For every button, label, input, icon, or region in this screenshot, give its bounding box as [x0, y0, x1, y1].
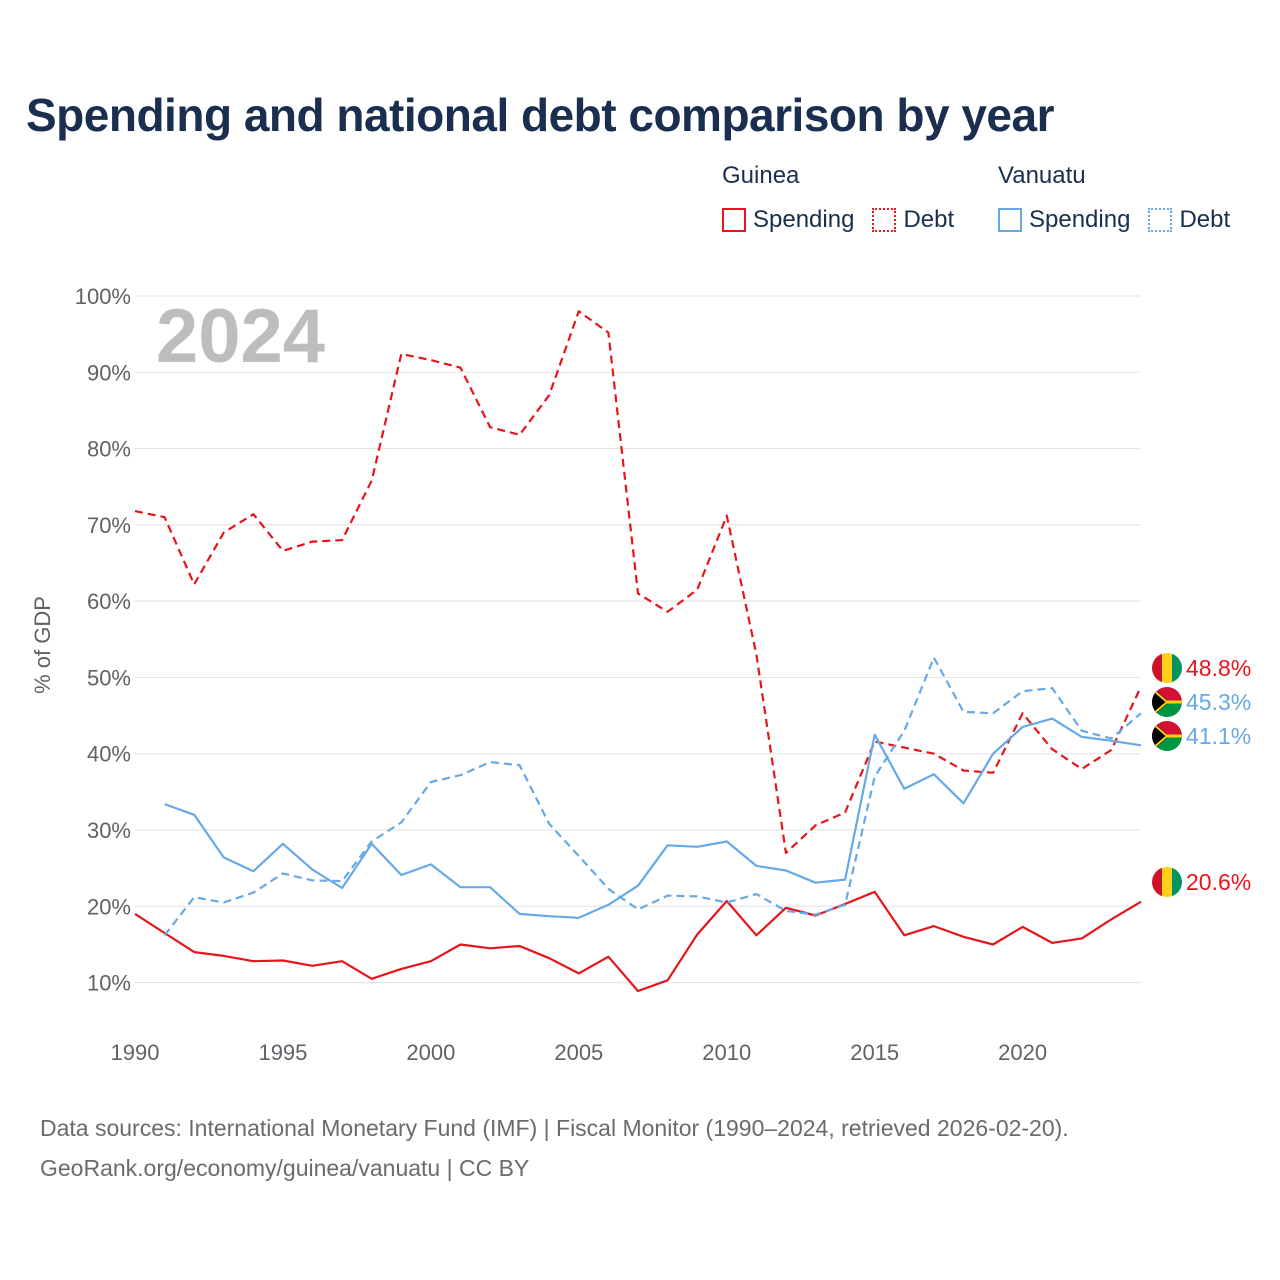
footer-attribution: GeoRank.org/economy/guinea/vanuatu | CC … — [40, 1155, 530, 1181]
vanuatu-spending-swatch — [998, 208, 1022, 232]
vanuatu-debt-swatch — [1148, 208, 1173, 232]
series-layer — [134, 310, 1142, 993]
y-tick-label: 30% — [87, 818, 131, 843]
legend-vanuatu-spending[interactable]: Spending — [998, 206, 1130, 234]
x-tick-label: 2010 — [702, 1040, 751, 1065]
guinea-spending-line — [134, 890, 1142, 993]
legend-guinea-heading: Guinea — [722, 162, 800, 189]
guinea-debt-line — [134, 310, 1142, 855]
guinea-spending-end-label: 20.6% — [1186, 869, 1251, 895]
legend-guinea-spending[interactable]: Spending — [722, 206, 854, 234]
guinea-flag-icon — [1152, 867, 1182, 897]
guinea-debt-swatch — [872, 208, 897, 232]
legend-guinea-debt-label: Debt — [903, 206, 955, 233]
x-tick-label: 2015 — [850, 1040, 899, 1065]
vanuatu-flag-icon — [1152, 687, 1182, 717]
legend-guinea-debt[interactable]: Debt — [872, 206, 954, 234]
vanuatu-debt-end-label: 45.3% — [1186, 689, 1251, 715]
year-watermark: 2024 — [156, 294, 325, 379]
x-tick-label: 1990 — [111, 1040, 160, 1065]
y-tick-label: 20% — [87, 894, 131, 919]
legend-vanuatu-heading: Vanuatu — [998, 162, 1086, 189]
line-chart: 2024 10% 20% 30% 40% 50% 60% 70% 80% 90% 100% 199… — [30, 284, 1251, 1065]
y-tick-label: 10% — [87, 971, 131, 996]
y-tick-label: 50% — [87, 665, 131, 690]
footer: Data sources: International Monetary Fun… — [40, 1108, 1069, 1188]
vanuatu-debt-line — [163, 656, 1142, 936]
footer-sources: Data sources: International Monetary Fun… — [40, 1115, 1069, 1141]
guinea-flag-icon — [1152, 653, 1182, 683]
legend-guinea: Guinea Spending Debt — [722, 162, 954, 234]
legend-guinea-spending-label: Spending — [753, 206, 855, 233]
vanuatu-spending-end-label: 41.1% — [1186, 723, 1251, 749]
gridlines — [135, 295, 1141, 984]
vanuatu-flag-icon — [1152, 721, 1182, 751]
legend-vanuatu: Vanuatu Spending Debt — [998, 162, 1230, 234]
x-axis: 1990 1995 2000 2005 2010 2015 2020 — [111, 1040, 1048, 1065]
x-tick-label: 2020 — [998, 1040, 1047, 1065]
y-tick-label: 70% — [87, 513, 131, 538]
x-tick-label: 1995 — [258, 1040, 307, 1065]
y-tick-label: 40% — [87, 742, 131, 767]
y-tick-label: 60% — [87, 589, 131, 614]
legend-vanuatu-debt[interactable]: Debt — [1148, 206, 1230, 234]
x-tick-label: 2000 — [406, 1040, 455, 1065]
guinea-spending-swatch — [722, 208, 746, 232]
y-tick-label: 80% — [87, 437, 131, 462]
legend-vanuatu-debt-label: Debt — [1179, 206, 1231, 233]
vanuatu-spending-line — [164, 717, 1142, 919]
y-axis-label: % of GDP — [30, 596, 55, 694]
chart-title: Spending and national debt comparison by… — [26, 89, 1055, 141]
guinea-debt-end-label: 48.8% — [1186, 655, 1251, 681]
y-tick-label: 90% — [87, 360, 131, 385]
legend-vanuatu-spending-label: Spending — [1029, 206, 1131, 233]
x-tick-label: 2005 — [554, 1040, 603, 1065]
y-tick-label: 100% — [75, 284, 131, 309]
y-axis: 10% 20% 30% 40% 50% 60% 70% 80% 90% 100% — [75, 284, 131, 996]
